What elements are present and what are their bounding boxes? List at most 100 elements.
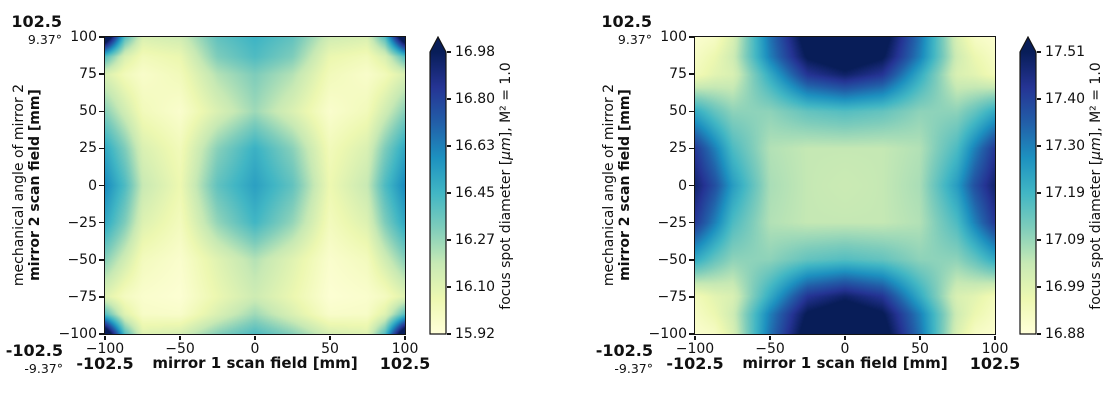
y-tick-label: −50 bbox=[67, 251, 97, 268]
colorbar-gradient bbox=[1019, 35, 1037, 335]
x-tick bbox=[769, 335, 771, 340]
y-tick-label: 50 bbox=[79, 103, 97, 120]
y-tick bbox=[689, 221, 694, 224]
y-tick-label: 25 bbox=[669, 140, 687, 157]
x-min-annotation: -102.5 bbox=[666, 354, 724, 373]
colorbar-tick bbox=[1036, 333, 1041, 335]
x-tick-label: 50 bbox=[321, 341, 339, 357]
y-tick-label: 25 bbox=[79, 140, 97, 157]
x-tick-label: −50 bbox=[755, 341, 785, 357]
colorbar-tick bbox=[1036, 286, 1041, 288]
colorbar-tick-label: 16.45 bbox=[455, 185, 496, 201]
y-axis-label-line2: mirror 2 scan field [mm] bbox=[27, 89, 43, 281]
colorbar-tick-label: 16.98 bbox=[455, 44, 496, 60]
y-tick-label: −25 bbox=[657, 214, 687, 231]
y-axis-min-annotation: -102.5 -9.37° bbox=[0, 343, 63, 376]
y-tick bbox=[689, 110, 694, 112]
x-tick bbox=[179, 335, 181, 340]
y-tick-label: −25 bbox=[67, 214, 97, 231]
x-tick bbox=[329, 335, 331, 340]
x-tick bbox=[919, 335, 921, 340]
colorbar-gradient bbox=[429, 35, 447, 335]
colorbar-tick bbox=[446, 98, 451, 100]
colorbar-tick bbox=[1036, 145, 1041, 147]
x-tick bbox=[694, 335, 696, 340]
colorbar-tick-label: 16.10 bbox=[455, 279, 496, 295]
y-tick-label: 0 bbox=[678, 177, 687, 194]
y-tick-label: 50 bbox=[669, 103, 687, 120]
colorbar-tick-label: 15.92 bbox=[455, 326, 496, 342]
y-tick-label: 0 bbox=[88, 177, 97, 194]
x-tick bbox=[104, 335, 106, 340]
colorbar-tick bbox=[1036, 98, 1041, 100]
x-min-annotation: -102.5 bbox=[76, 354, 134, 373]
y-min-mm-label: -102.5 bbox=[5, 341, 63, 360]
colorbar bbox=[1019, 35, 1039, 335]
x-tick-label: −100 bbox=[675, 341, 715, 357]
y-axis-max-annotation: 102.5 9.37° bbox=[590, 14, 652, 47]
y-axis-label: mechanical angle of mirror 2 mirror 2 sc… bbox=[11, 84, 43, 286]
y-tick bbox=[99, 184, 104, 187]
x-tick bbox=[404, 335, 406, 340]
heatmap-image bbox=[104, 36, 405, 334]
x-max-annotation: 102.5 bbox=[969, 354, 1021, 373]
y-axis-label-line1: mechanical angle of mirror 2 bbox=[10, 83, 27, 287]
y-tick bbox=[689, 147, 694, 150]
left-heatmap-panel: 102.5 9.37° mechanical angle of mirror 2… bbox=[0, 12, 514, 376]
y-max-mm-label: 102.5 bbox=[11, 12, 62, 31]
y-tick bbox=[689, 333, 694, 335]
x-max-annotation: 102.5 bbox=[379, 354, 431, 373]
colorbar-tick-label: 17.30 bbox=[1045, 138, 1086, 154]
colorbar-tick bbox=[446, 145, 451, 147]
y-tick bbox=[689, 73, 694, 75]
y-axis-label-line1: mechanical angle of mirror 2 bbox=[600, 83, 617, 287]
colorbar-tick bbox=[1036, 192, 1041, 194]
colorbar-tick bbox=[446, 286, 451, 288]
y-tick-label: −50 bbox=[657, 251, 687, 268]
x-tick-label: 0 bbox=[250, 341, 260, 357]
right-heatmap-panel: 102.5 9.37° mechanical angle of mirror 2… bbox=[590, 0, 1116, 402]
y-tick-label: 100 bbox=[660, 29, 687, 45]
x-axis-label: mirror 1 scan field [mm] bbox=[152, 354, 358, 372]
y-tick bbox=[99, 259, 104, 261]
colorbar-tick-label: 16.27 bbox=[455, 232, 496, 248]
y-tick bbox=[689, 36, 694, 38]
y-tick-label: −100 bbox=[648, 326, 687, 342]
y-min-mm-label: -102.5 bbox=[595, 341, 653, 360]
colorbar-tick-label: 16.80 bbox=[455, 91, 496, 107]
colorbar-tick-label: 17.09 bbox=[1045, 232, 1086, 248]
y-tick bbox=[99, 73, 104, 75]
x-tick-label: 100 bbox=[981, 341, 1009, 357]
y-tick bbox=[99, 147, 104, 150]
y-tick-label: −75 bbox=[67, 288, 97, 305]
x-tick-label: 0 bbox=[840, 341, 850, 357]
y-tick bbox=[99, 296, 104, 298]
colorbar-tick bbox=[446, 239, 451, 241]
y-tick bbox=[689, 296, 694, 298]
y-tick bbox=[689, 259, 694, 261]
y-tick-label: 75 bbox=[669, 66, 687, 83]
x-tick bbox=[844, 335, 846, 340]
y-tick-label: −100 bbox=[58, 326, 97, 342]
y-max-deg-label: 9.37° bbox=[617, 32, 652, 47]
heatmap-axes bbox=[693, 35, 996, 335]
colorbar-bar bbox=[1019, 35, 1037, 335]
y-tick bbox=[99, 221, 104, 224]
y-tick-label: −75 bbox=[657, 288, 687, 305]
colorbar-tick bbox=[446, 192, 451, 194]
y-tick-label: 75 bbox=[79, 66, 97, 83]
y-axis-label-line2: mirror 2 scan field [mm] bbox=[617, 89, 633, 281]
colorbar-bar bbox=[429, 35, 447, 335]
y-tick bbox=[689, 184, 694, 187]
x-tick-label: 50 bbox=[911, 341, 929, 357]
colorbar bbox=[429, 35, 449, 335]
y-tick bbox=[99, 110, 104, 112]
x-tick-label: 100 bbox=[391, 341, 419, 357]
colorbar-tick-label: 16.99 bbox=[1045, 279, 1086, 295]
colorbar-tick-label: 16.88 bbox=[1045, 326, 1086, 342]
colorbar-tick bbox=[1036, 239, 1041, 241]
x-axis-label: mirror 1 scan field [mm] bbox=[742, 354, 948, 372]
colorbar-tick-label: 17.40 bbox=[1045, 91, 1086, 107]
y-tick bbox=[99, 36, 104, 38]
